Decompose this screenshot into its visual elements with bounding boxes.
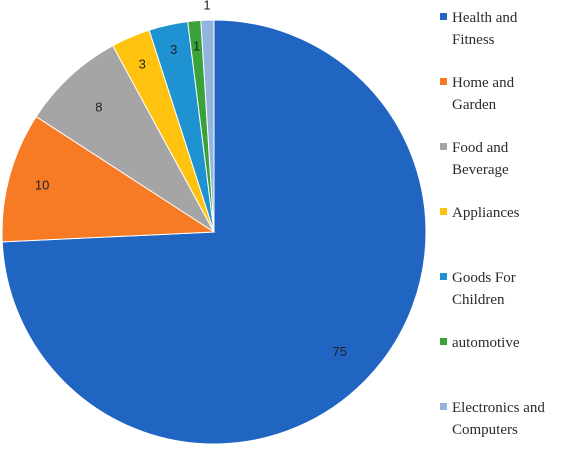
legend-item-health-and-fitness: Health and Fitness <box>440 10 518 48</box>
data-label-automotive: 1 <box>193 38 200 53</box>
pie-slice-home-and-garden <box>1 115 216 243</box>
data-label-food-and-beverage: 8 <box>95 100 102 115</box>
legend-item-home-and-garden: Home and Garden <box>440 75 515 113</box>
legend-item-goods-for-children: Goods For Children <box>440 270 516 308</box>
pie-slices <box>1 19 427 445</box>
data-label-electronics-and-computers: 1 <box>203 0 210 12</box>
legend-label-food-and-beverage: Food and Beverage <box>452 140 509 178</box>
legend-label-health-and-fitness: Health and Fitness <box>452 10 518 48</box>
legend-swatch-goods-for-children <box>440 273 447 280</box>
data-label-appliances: 3 <box>139 56 146 71</box>
data-label-goods-for-children: 3 <box>170 42 177 57</box>
legend-swatch-home-and-garden <box>440 78 447 85</box>
legend-swatch-health-and-fitness <box>440 13 447 20</box>
legend-label-goods-for-children: Goods For Children <box>452 270 516 308</box>
pie-slice-food-and-beverage <box>35 45 215 233</box>
legend: Health and Fitness Home and Garden Food and B… <box>440 10 545 438</box>
legend-item-electronics-and-computers: Electronics and Computers <box>440 400 545 438</box>
legend-label-electronics-and-computers: Electronics and Computers <box>452 400 545 438</box>
data-label-home-and-garden: 10 <box>35 177 49 192</box>
legend-swatch-appliances <box>440 208 447 215</box>
legend-swatch-automotive <box>440 338 447 345</box>
legend-item-appliances: Appliances <box>440 205 520 221</box>
legend-swatch-food-and-beverage <box>440 143 447 150</box>
pie-slice-electronics-and-computers <box>200 19 215 233</box>
pie-data-labels: 75 10 8 3 3 1 1 <box>35 0 347 359</box>
legend-label-automotive: automotive <box>452 335 520 351</box>
legend-label-home-and-garden: Home and Garden <box>452 75 515 113</box>
legend-item-food-and-beverage: Food and Beverage <box>440 140 509 178</box>
legend-swatch-electronics-and-computers <box>440 403 447 410</box>
legend-item-automotive: automotive <box>440 335 520 351</box>
legend-label-appliances: Appliances <box>452 205 520 221</box>
data-label-health-and-fitness: 75 <box>333 344 347 359</box>
